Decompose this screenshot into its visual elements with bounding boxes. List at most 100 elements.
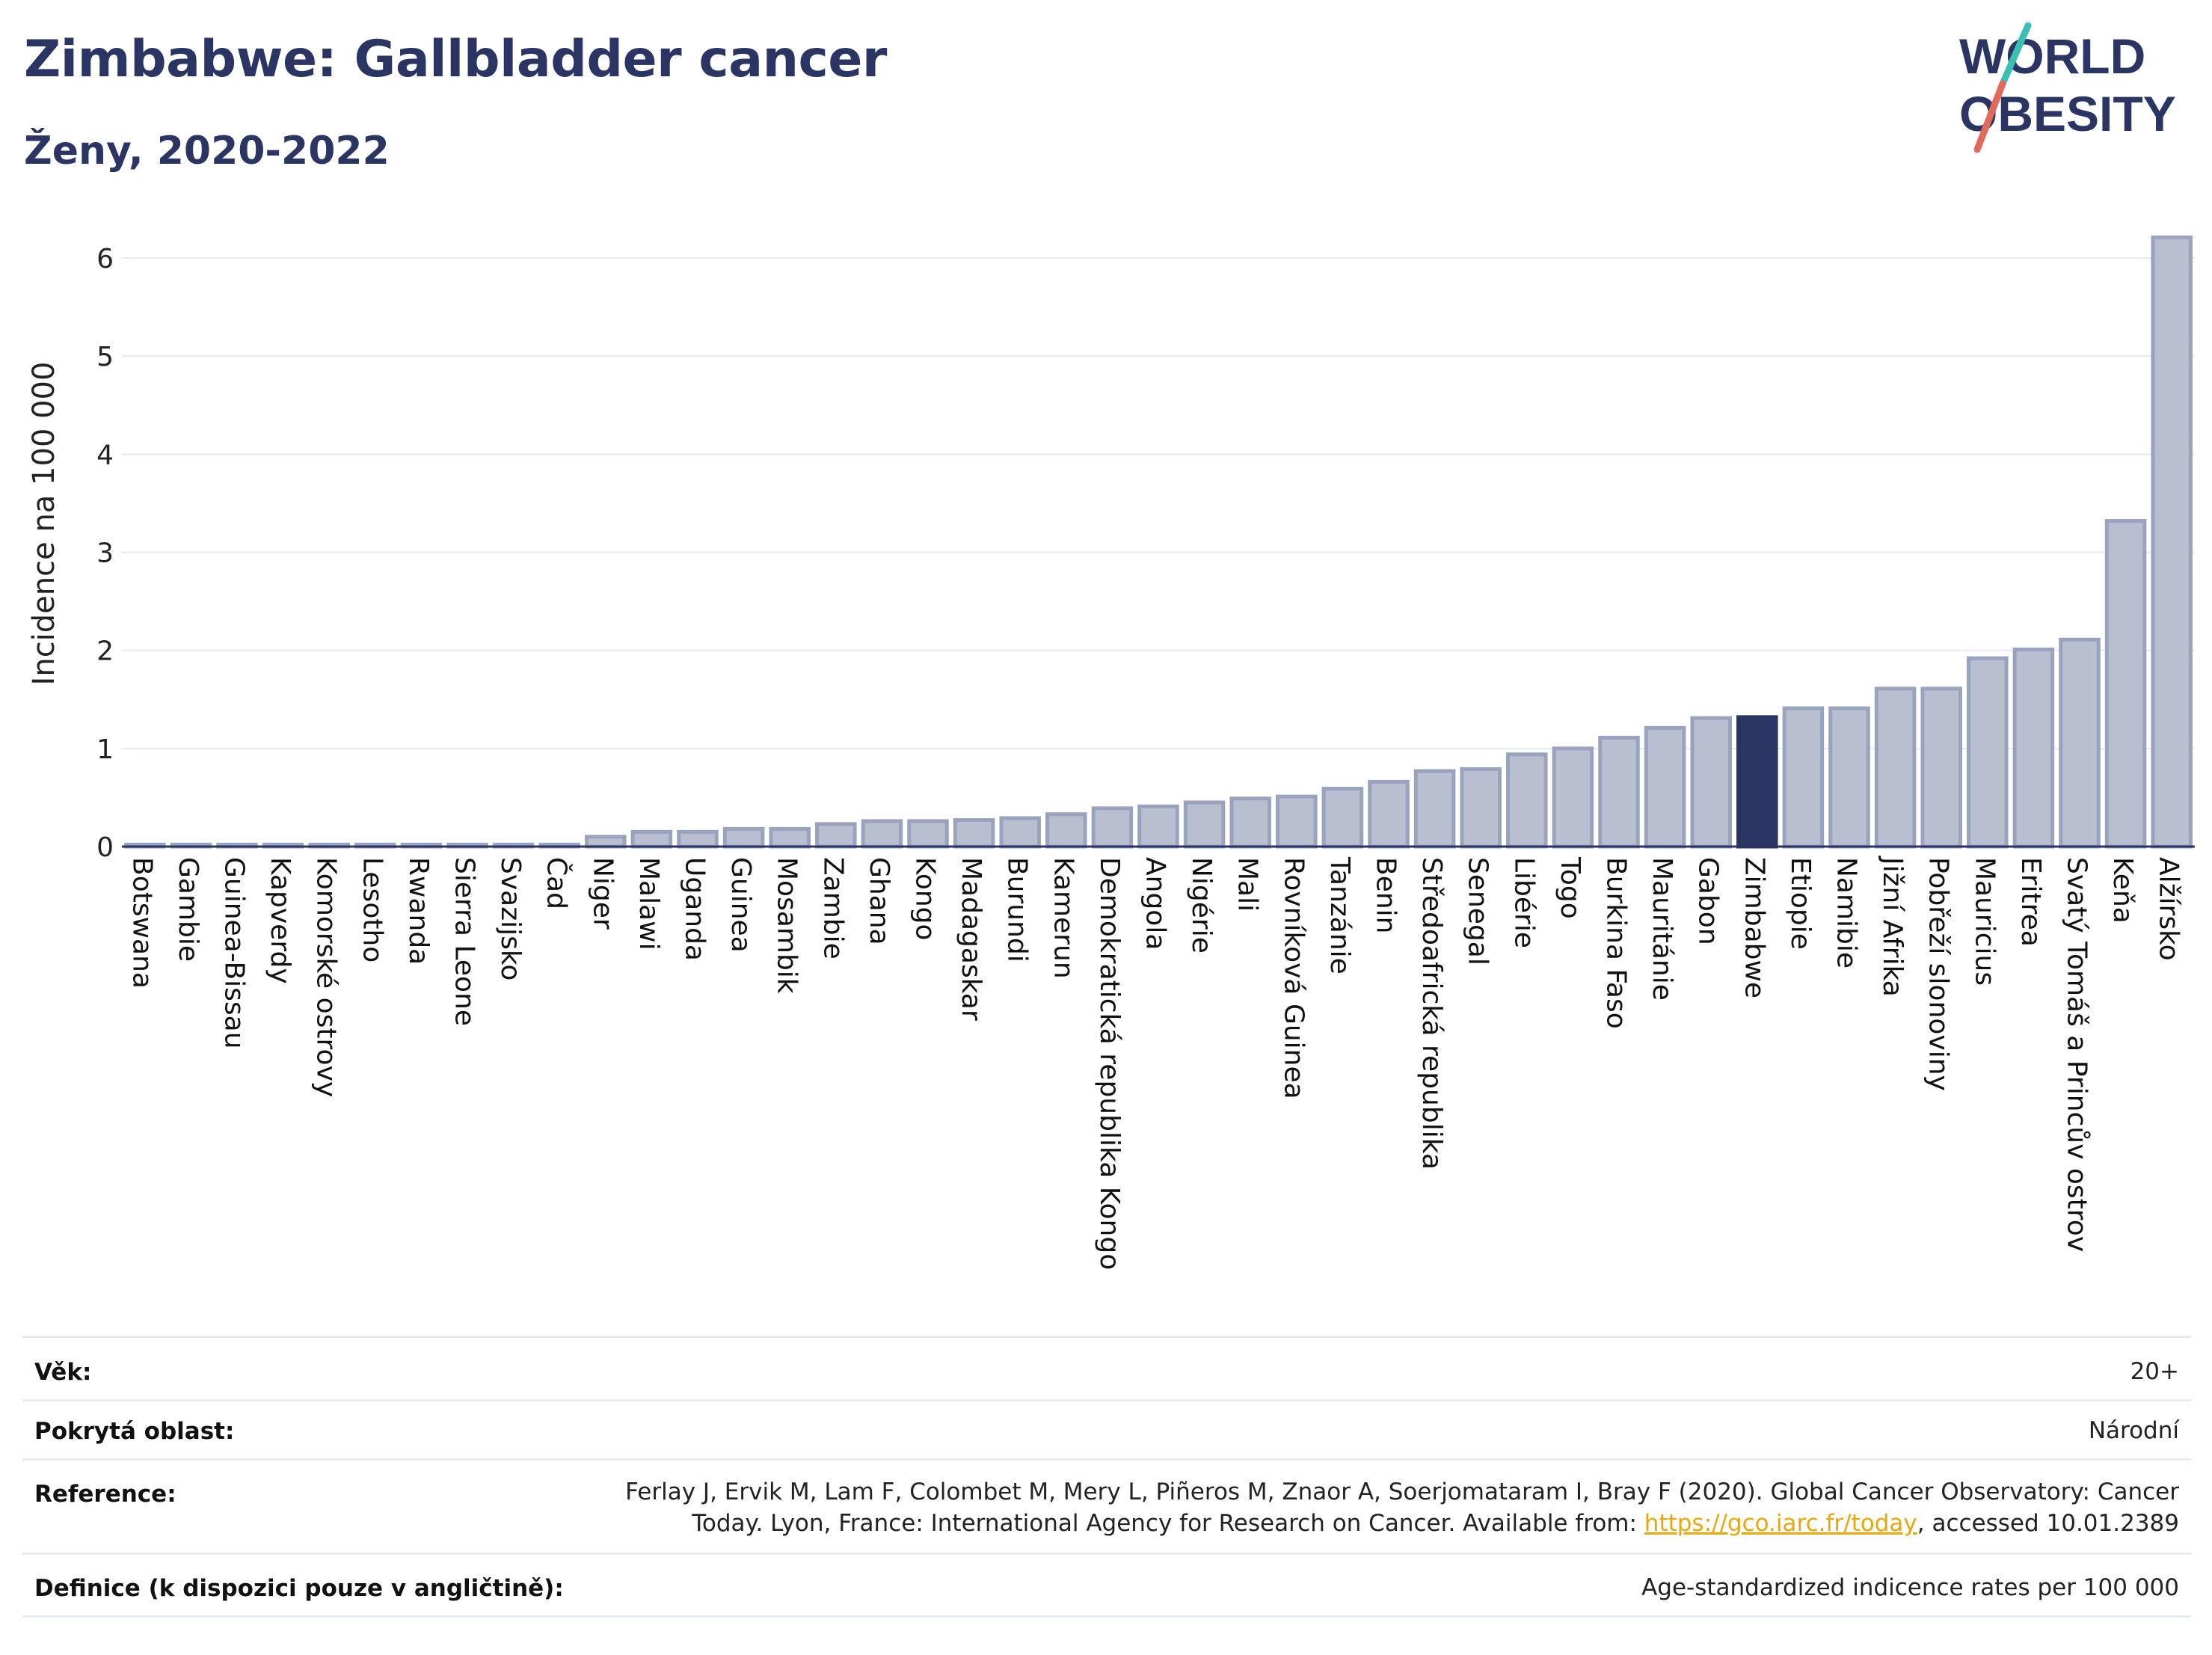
svg-text:WORLD: WORLD	[1959, 28, 2145, 84]
y-tick-label: 2	[96, 636, 114, 667]
meta-row-area: Pokrytá oblast: Národní	[22, 1398, 2191, 1461]
y-axis-label: Incidence na 100 000	[27, 362, 61, 686]
x-tick-label: Mauritánie	[1647, 857, 1677, 1001]
meta-row-definition: Definice (k dispozici pouze v angličtině…	[22, 1554, 2191, 1618]
x-tick-label: Kongo	[910, 857, 941, 941]
bar	[1506, 752, 1548, 849]
gridlines	[122, 257, 2195, 749]
x-tick-label: Rovníková Guinea	[1278, 857, 1309, 1099]
bar-chart: 0 1 2 3 4 5 6 Botswana Gambie Guinea-Bissau Kapve…	[27, 235, 2195, 1270]
bar	[1690, 716, 1732, 849]
bar	[1137, 804, 1179, 849]
x-tick-label: Mauricius	[1969, 857, 2000, 986]
bar	[1967, 656, 2009, 849]
x-tick-label: Angola	[1140, 857, 1171, 950]
x-tick-label: Burkina Faso	[1601, 857, 1632, 1029]
x-tick-label: Mosambik	[772, 857, 802, 994]
x-tick-label: Keňa	[2107, 857, 2138, 924]
reference-line-2-suffix: , accessed 10.01.2389	[1917, 1510, 2179, 1537]
bar	[1552, 746, 1594, 849]
x-tick-label: Guinea	[725, 857, 756, 953]
bar	[2104, 519, 2147, 849]
definition-value: Age-standardized indicence rates per 100…	[1641, 1574, 2179, 1601]
x-tick-label: Pobřeží slonoviny	[1923, 857, 1954, 1091]
x-tick-label: Botswana	[126, 857, 157, 989]
x-tick-label: Ghana	[864, 857, 894, 945]
meta-row-reference: Reference: Ferlay J, Ervik M, Lam F, Col…	[22, 1460, 2191, 1555]
x-tick-label: Nigérie	[1186, 857, 1217, 954]
meta-row-age: Věk: 20+	[22, 1336, 2191, 1401]
y-tick-label: 0	[96, 832, 114, 863]
x-tick-label: Demokratická republika Kongo	[1094, 857, 1125, 1270]
x-tick-label: Madagaskar	[956, 857, 986, 1021]
reference-text: Ferlay J, Ervik M, Lam F, Colombet M, Me…	[625, 1476, 2179, 1539]
bar	[2012, 647, 2055, 849]
area-value: Národní	[2088, 1417, 2179, 1444]
x-tick-label: Eritrea	[2015, 857, 2046, 947]
bar	[1413, 769, 1456, 849]
bar	[630, 829, 673, 849]
x-tick-label: Rwanda	[403, 857, 434, 965]
bar	[585, 835, 627, 849]
bar	[1183, 800, 1226, 849]
x-tick-label: Gambie	[173, 857, 203, 962]
x-tick-label: Guinea-Bissau	[219, 857, 250, 1049]
x-tick-labels: Botswana Gambie Guinea-Bissau Kapverdy Komor…	[126, 856, 2184, 1270]
bar	[1045, 812, 1087, 849]
chart-subtitle: Ženy, 2020-2022	[24, 129, 390, 174]
bar	[2059, 637, 2101, 849]
x-tick-label: Burundi	[1002, 857, 1033, 962]
y-tick-label: 4	[96, 440, 114, 470]
bar	[1321, 787, 1364, 849]
x-tick-label: Zimbabwe	[1739, 857, 1769, 998]
bar	[1644, 725, 1686, 849]
bar	[1460, 767, 1502, 849]
chart-title: Zimbabwe: Gallbladder cancer	[24, 30, 887, 89]
y-tick-label: 5	[96, 342, 114, 372]
bar	[953, 818, 995, 849]
reference-line-2-prefix: Today. Lyon, France: International Agenc…	[692, 1510, 1644, 1537]
world-obesity-logo: WORLD OBESITY	[1959, 22, 2176, 153]
bar	[1874, 687, 1917, 849]
x-tick-label: Gabon	[1693, 857, 1724, 945]
x-tick-label: Alžírsko	[2154, 857, 2184, 961]
x-tick-label: Malawi	[633, 857, 664, 951]
area-label: Pokrytá oblast:	[34, 1418, 235, 1445]
y-tick-label: 1	[96, 734, 114, 765]
bar	[815, 822, 857, 849]
x-tick-label: Namibie	[1831, 857, 1862, 968]
bars	[124, 235, 2193, 849]
reference-label: Reference:	[34, 1481, 176, 1508]
x-tick-label: Kamerun	[1048, 857, 1078, 979]
x-tick-label: Svatý Tomáš a Princův ostrov	[2062, 857, 2092, 1252]
x-tick-label: Středoafrická republika	[1416, 857, 1447, 1170]
x-tick-label: Komorské ostrovy	[311, 857, 342, 1097]
x-tick-label: Mali	[1232, 857, 1263, 912]
x-tick-label: Tanzánie	[1324, 856, 1355, 974]
bar	[769, 826, 811, 849]
y-tick-labels: 0 1 2 3 4 5 6	[96, 244, 114, 863]
age-value: 20+	[2130, 1358, 2179, 1385]
bar	[2151, 235, 2193, 849]
reference-link[interactable]: https://gco.iarc.fr/today	[1644, 1510, 1917, 1537]
x-tick-label: Zambie	[817, 857, 848, 959]
age-label: Věk:	[34, 1359, 92, 1386]
bar	[999, 816, 1041, 849]
bar	[907, 819, 949, 849]
bar	[861, 819, 903, 849]
x-tick-label: Jižní Afrika	[1877, 856, 1908, 997]
bar	[1368, 779, 1410, 849]
bar	[1828, 706, 1870, 849]
definition-label: Definice (k dispozici pouze v angličtině…	[34, 1575, 564, 1602]
bar	[1229, 796, 1271, 849]
bar	[722, 826, 765, 849]
bar	[677, 829, 719, 849]
reference-line-1: Ferlay J, Ervik M, Lam F, Colombet M, Me…	[625, 1479, 2179, 1505]
bar	[1782, 706, 1825, 849]
x-tick-label: Čad	[541, 857, 573, 909]
bar	[1276, 794, 1318, 849]
y-tick-label: 3	[96, 538, 114, 569]
x-tick-label: Svazijsko	[495, 857, 526, 980]
x-tick-label: Senegal	[1463, 857, 1493, 965]
x-tick-label: Togo	[1555, 856, 1585, 919]
